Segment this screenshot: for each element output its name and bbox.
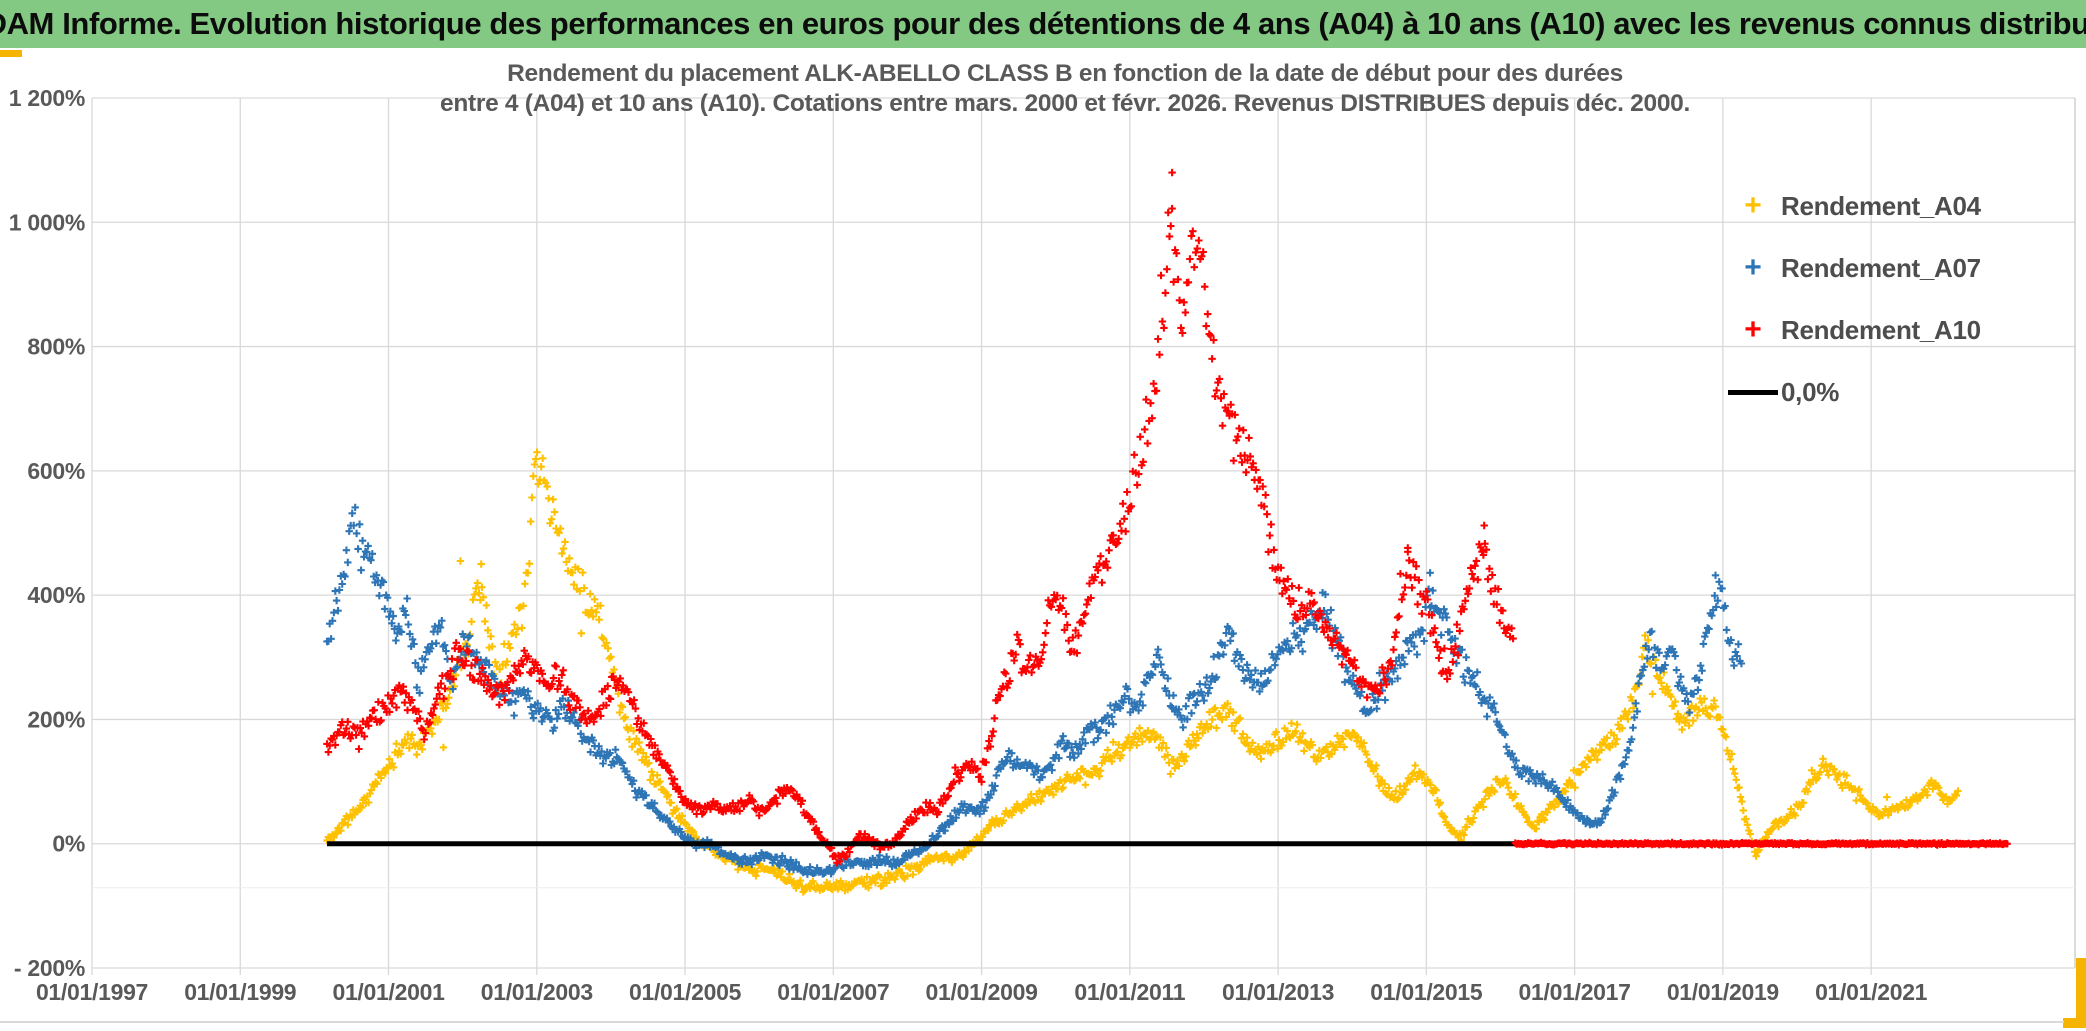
x-tick-label: 01/01/2019 <box>1667 979 1779 1005</box>
legend-item-rendement-a10[interactable]: + Rendement_A10 <box>1725 310 2025 350</box>
y-tick-label: 600% <box>27 458 85 484</box>
series-rendement-a07 <box>323 503 1746 878</box>
y-tick-label: 1 200% <box>9 85 85 111</box>
x-tick-label: 01/01/1999 <box>184 979 296 1005</box>
x-tick-label: 01/01/2017 <box>1519 979 1631 1005</box>
legend-label: 0,0% <box>1781 376 1840 407</box>
x-tick-label: 01/01/2011 <box>1074 979 1185 1005</box>
y-tick-label: - 200% <box>14 955 85 981</box>
x-tick-label: 01/01/2003 <box>481 979 593 1005</box>
x-tick-label: 01/01/2005 <box>629 979 742 1005</box>
y-tick-label: 800% <box>27 334 85 360</box>
x-tick-label: 01/01/2015 <box>1370 979 1483 1005</box>
x-tick-label: 01/01/2007 <box>777 979 889 1005</box>
plus-marker-icon: + <box>1744 251 1762 284</box>
legend-item-rendement-a04[interactable]: + Rendement_A04 <box>1725 186 2025 226</box>
y-tick-label: 200% <box>27 706 85 732</box>
series-rendement-a10-zero-strip <box>1511 838 2011 849</box>
chart-region[interactable]: 1 200% 1 000% 800% 600% 400% 200% 0% - 200% 01/0… <box>0 58 2086 1022</box>
chart-title-line1: Rendement du placement ALK-ABELLO CLASS … <box>507 60 1623 87</box>
gold-accent-right-edge <box>2076 958 2086 1022</box>
legend-label: Rendement_A07 <box>1781 252 1981 283</box>
chart-title-line2: entre 4 (A04) et 10 ans (A10). Cotations… <box>440 90 1690 117</box>
gold-accent-bottom-right <box>2063 1018 2086 1028</box>
series-rendement-a04 <box>323 448 1962 896</box>
x-tick-label: 01/01/2001 <box>332 979 445 1005</box>
series-rendement-a10 <box>323 168 1517 867</box>
x-tick-label: 01/01/2009 <box>926 979 1038 1005</box>
gold-accent-top-left <box>0 50 22 57</box>
performance-chart[interactable]: 1 200%1 000%800%600%400%200%0%- 200%01/0… <box>0 58 2086 1022</box>
plus-marker-icon: + <box>1744 313 1762 346</box>
app-header: ADAM Informe. Evolution historique des p… <box>0 0 2086 48</box>
x-tick-label: 01/01/1997 <box>36 979 148 1005</box>
legend-label: Rendement_A04 <box>1781 190 1981 221</box>
plus-marker-icon: + <box>1744 189 1762 222</box>
x-tick-label: 01/01/2021 <box>1815 979 1928 1005</box>
legend-label: Rendement_A10 <box>1781 314 1981 345</box>
y-tick-label: 1 000% <box>9 209 85 235</box>
app-header-title: ADAM Informe. Evolution historique des p… <box>0 6 2086 41</box>
x-tick-label: 01/01/2013 <box>1222 979 1334 1005</box>
legend-item-rendement-a07[interactable]: + Rendement_A07 <box>1725 248 2025 288</box>
zero-line-swatch <box>1728 389 1778 395</box>
chart-legend: + Rendement_A04 + Rendement_A07 + Rendem… <box>1725 186 2025 412</box>
window-bottom-border <box>0 1021 2064 1023</box>
axis-labels: 1 200%1 000%800%600%400%200%0%- 200%01/0… <box>9 85 1928 1005</box>
legend-item-zero-line[interactable]: 0,0% <box>1725 372 2025 412</box>
y-tick-label: 0% <box>52 831 85 857</box>
chart-title: Rendement du placement ALK-ABELLO CLASS … <box>400 59 1730 119</box>
y-tick-label: 400% <box>27 582 85 608</box>
